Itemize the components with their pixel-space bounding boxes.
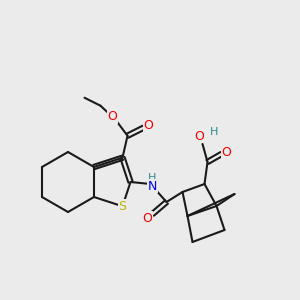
Text: O: O (222, 146, 231, 158)
Text: O: O (195, 130, 204, 142)
Text: O: O (108, 110, 117, 123)
Text: N: N (148, 179, 157, 193)
Text: O: O (142, 212, 152, 224)
Text: H: H (148, 173, 157, 183)
Text: H: H (210, 127, 219, 137)
Text: O: O (144, 119, 153, 132)
Text: S: S (118, 200, 127, 213)
